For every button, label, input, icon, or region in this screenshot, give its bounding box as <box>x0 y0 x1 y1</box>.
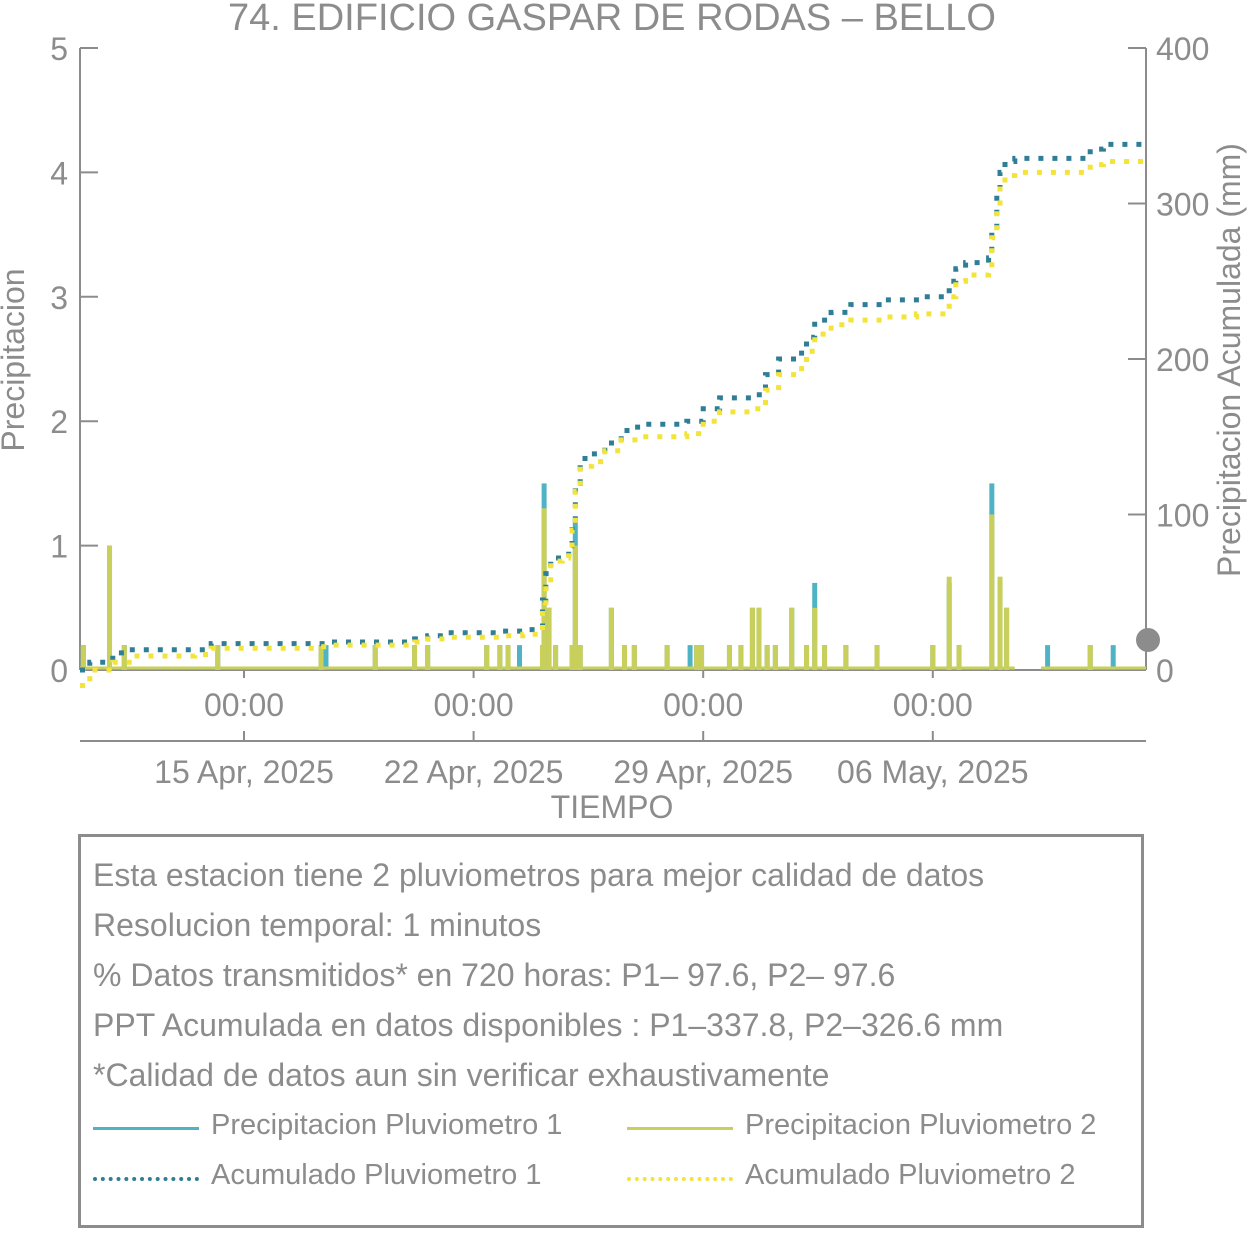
line-layer <box>80 141 1146 688</box>
bar-p2 <box>738 645 744 670</box>
bar-p2 <box>553 645 559 670</box>
legend-swatch-acc2 <box>627 1177 733 1181</box>
bar-p2 <box>694 645 700 670</box>
bar-p2 <box>997 576 1003 670</box>
bar-p2 <box>425 645 431 670</box>
bar-p2 <box>1004 607 1010 670</box>
bar-p2 <box>621 645 627 670</box>
x-tick-time-label: 00:00 <box>434 687 514 723</box>
y-left-tick-label: 5 <box>50 31 68 67</box>
info-line-quality-note: *Calidad de datos aun sin verificar exha… <box>93 1057 830 1093</box>
y-axis-left-label: Precipitacion <box>0 268 31 451</box>
bar-p2 <box>631 645 637 670</box>
y-right-tick-label: 300 <box>1156 187 1209 223</box>
y-right-tick-label: 0 <box>1156 653 1174 689</box>
bar-p1 <box>1045 645 1051 670</box>
bar-p2 <box>505 645 511 670</box>
bar-p2 <box>107 545 113 670</box>
acc-line-p2 <box>80 159 1146 688</box>
bar-p2 <box>699 645 705 670</box>
bar-p2 <box>1087 645 1093 670</box>
bar-p2 <box>946 576 952 670</box>
y-axis-right-label: Precipitacion Acumulada (mm) <box>1211 143 1247 577</box>
chart-title: 74. EDIFICIO GASPAR DE RODAS – BELLO <box>228 0 996 39</box>
x-tick-date-label: 15 Apr, 2025 <box>154 754 334 790</box>
info-line-resolution: Resolucion temporal: 1 minutos <box>93 907 542 943</box>
legend-label-p1: Precipitacion Pluviometro 1 <box>211 1109 563 1141</box>
bar-p2 <box>804 645 810 670</box>
x-tick-time-label: 00:00 <box>893 687 973 723</box>
legend-swatch-p2 <box>627 1127 733 1130</box>
bar-p2 <box>874 645 880 670</box>
bar-p2 <box>989 514 995 670</box>
bar-p2 <box>318 645 324 670</box>
bar-p2 <box>822 645 828 670</box>
legend-item-p2: Precipitacion Pluviometro 2 <box>627 1109 1137 1149</box>
bar-p2 <box>577 645 583 670</box>
y-left-tick-label: 1 <box>50 529 68 565</box>
bar-p2 <box>749 607 755 670</box>
x-tick-time-label: 00:00 <box>204 687 284 723</box>
bar-p2 <box>546 607 552 670</box>
bar-p1 <box>323 645 329 670</box>
bar-p2 <box>412 645 418 670</box>
legend-swatch-p1 <box>93 1127 199 1130</box>
bar-p2 <box>664 645 670 670</box>
info-panel: Esta estacion tiene 2 pluviometros para … <box>78 834 1144 1228</box>
bar-p2 <box>772 645 778 670</box>
y-left-tick-label: 3 <box>50 280 68 316</box>
x-tick-date-label: 29 Apr, 2025 <box>613 754 793 790</box>
bar-p2 <box>372 645 378 670</box>
bar-p2 <box>80 645 86 670</box>
bar-p2 <box>572 545 578 670</box>
info-line-stations: Esta estacion tiene 2 pluviometros para … <box>93 857 985 893</box>
legend-swatch-acc1 <box>93 1177 199 1181</box>
bar-p1 <box>1110 645 1116 670</box>
y-right-tick-label: 200 <box>1156 342 1209 378</box>
bar-p2 <box>930 645 936 670</box>
acc-line-p1 <box>80 141 1146 673</box>
legend-item-acc2: Acumulado Pluviometro 2 <box>627 1159 1137 1199</box>
bar-p2 <box>497 645 503 670</box>
bar-p2 <box>215 645 221 670</box>
y-left-tick-label: 2 <box>50 404 68 440</box>
y-right-tick-label: 400 <box>1156 31 1209 67</box>
legend-label-acc1: Acumulado Pluviometro 1 <box>211 1159 542 1191</box>
x-axis-label: TIEMPO <box>551 789 674 825</box>
bar-p2 <box>726 645 732 670</box>
bar-p2 <box>608 607 614 670</box>
legend-item-acc1: Acumulado Pluviometro 1 <box>93 1159 593 1199</box>
tick-labels: 0 1 2 3 4 5 0 100 200 300 400 00:00 15 Apr, 2025 00:0… <box>50 31 1209 790</box>
bar-p2 <box>484 645 490 670</box>
info-line-accumulated: PPT Acumulada en datos disponibles : P1–… <box>93 1007 1004 1043</box>
y-left-tick-label: 4 <box>50 155 68 191</box>
bar-p2 <box>812 607 818 670</box>
x-tick-date-label: 22 Apr, 2025 <box>384 754 564 790</box>
bar-p2 <box>956 645 962 670</box>
bar-p2 <box>789 607 795 670</box>
legend-label-p2: Precipitacion Pluviometro 2 <box>745 1109 1097 1141</box>
bar-p1 <box>687 645 693 670</box>
bar-p2 <box>569 645 575 670</box>
y-right-tick-label: 100 <box>1156 498 1209 534</box>
bar-p2 <box>756 607 762 670</box>
bar-p2 <box>764 645 770 670</box>
info-line-transmitted: % Datos transmitidos* en 720 horas: P1– … <box>93 957 896 993</box>
legend-label-acc2: Acumulado Pluviometro 2 <box>745 1159 1076 1191</box>
y-left-tick-label: 0 <box>50 653 68 689</box>
bar-p2 <box>121 645 127 670</box>
bar-p2 <box>843 645 849 670</box>
bar-layer <box>80 483 1146 670</box>
x-tick-time-label: 00:00 <box>663 687 743 723</box>
legend-item-p1: Precipitacion Pluviometro 1 <box>93 1109 593 1149</box>
bar-p1 <box>517 645 523 670</box>
scroll-handle[interactable] <box>1136 628 1160 652</box>
x-tick-date-label: 06 May, 2025 <box>837 754 1029 790</box>
